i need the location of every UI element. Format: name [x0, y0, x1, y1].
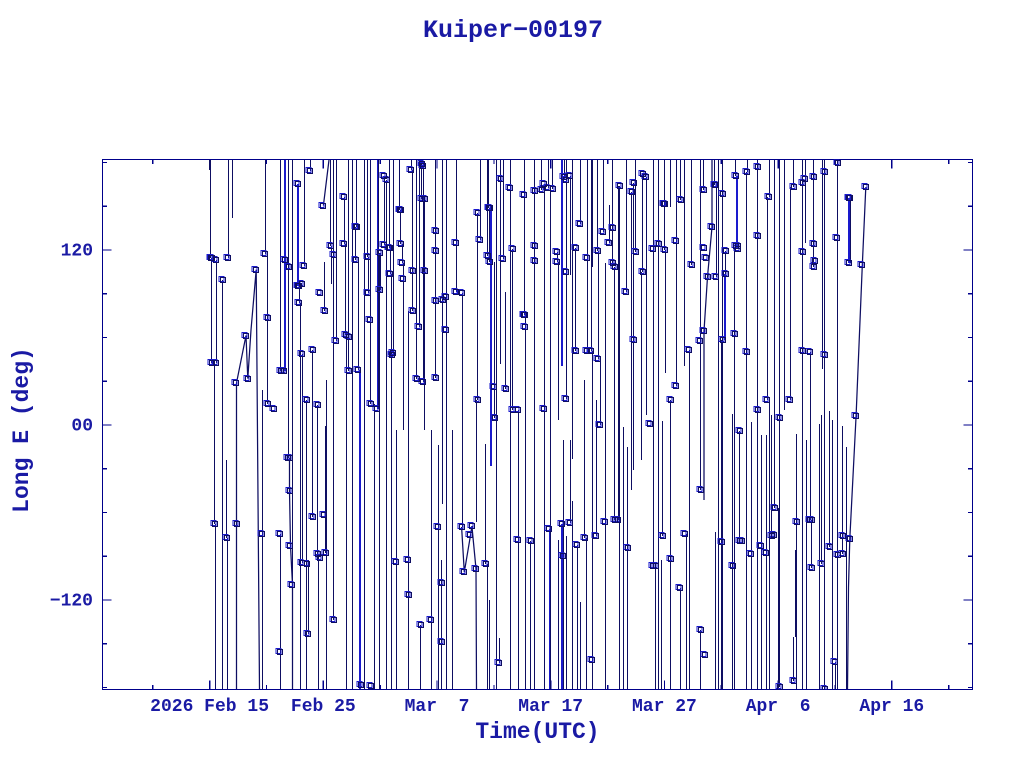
- svg-text:Mar 27: Mar 27: [632, 697, 697, 717]
- svg-text:Apr 16: Apr 16: [859, 697, 924, 717]
- svg-text:Long E (deg): Long E (deg): [9, 347, 35, 513]
- svg-text:Kuiper−00197: Kuiper−00197: [423, 16, 603, 45]
- svg-text:00: 00: [71, 417, 93, 437]
- svg-text:Mar 17: Mar 17: [518, 697, 583, 717]
- svg-text:Time(UTC): Time(UTC): [475, 719, 599, 745]
- svg-text:Feb 25: Feb 25: [291, 697, 356, 717]
- svg-text:Mar 7: Mar 7: [405, 697, 470, 717]
- svg-text:2026 Feb 15: 2026 Feb 15: [150, 697, 269, 717]
- svg-text:−120: −120: [50, 592, 93, 612]
- svg-text:120: 120: [61, 242, 93, 262]
- svg-text:Apr 6: Apr 6: [746, 697, 811, 717]
